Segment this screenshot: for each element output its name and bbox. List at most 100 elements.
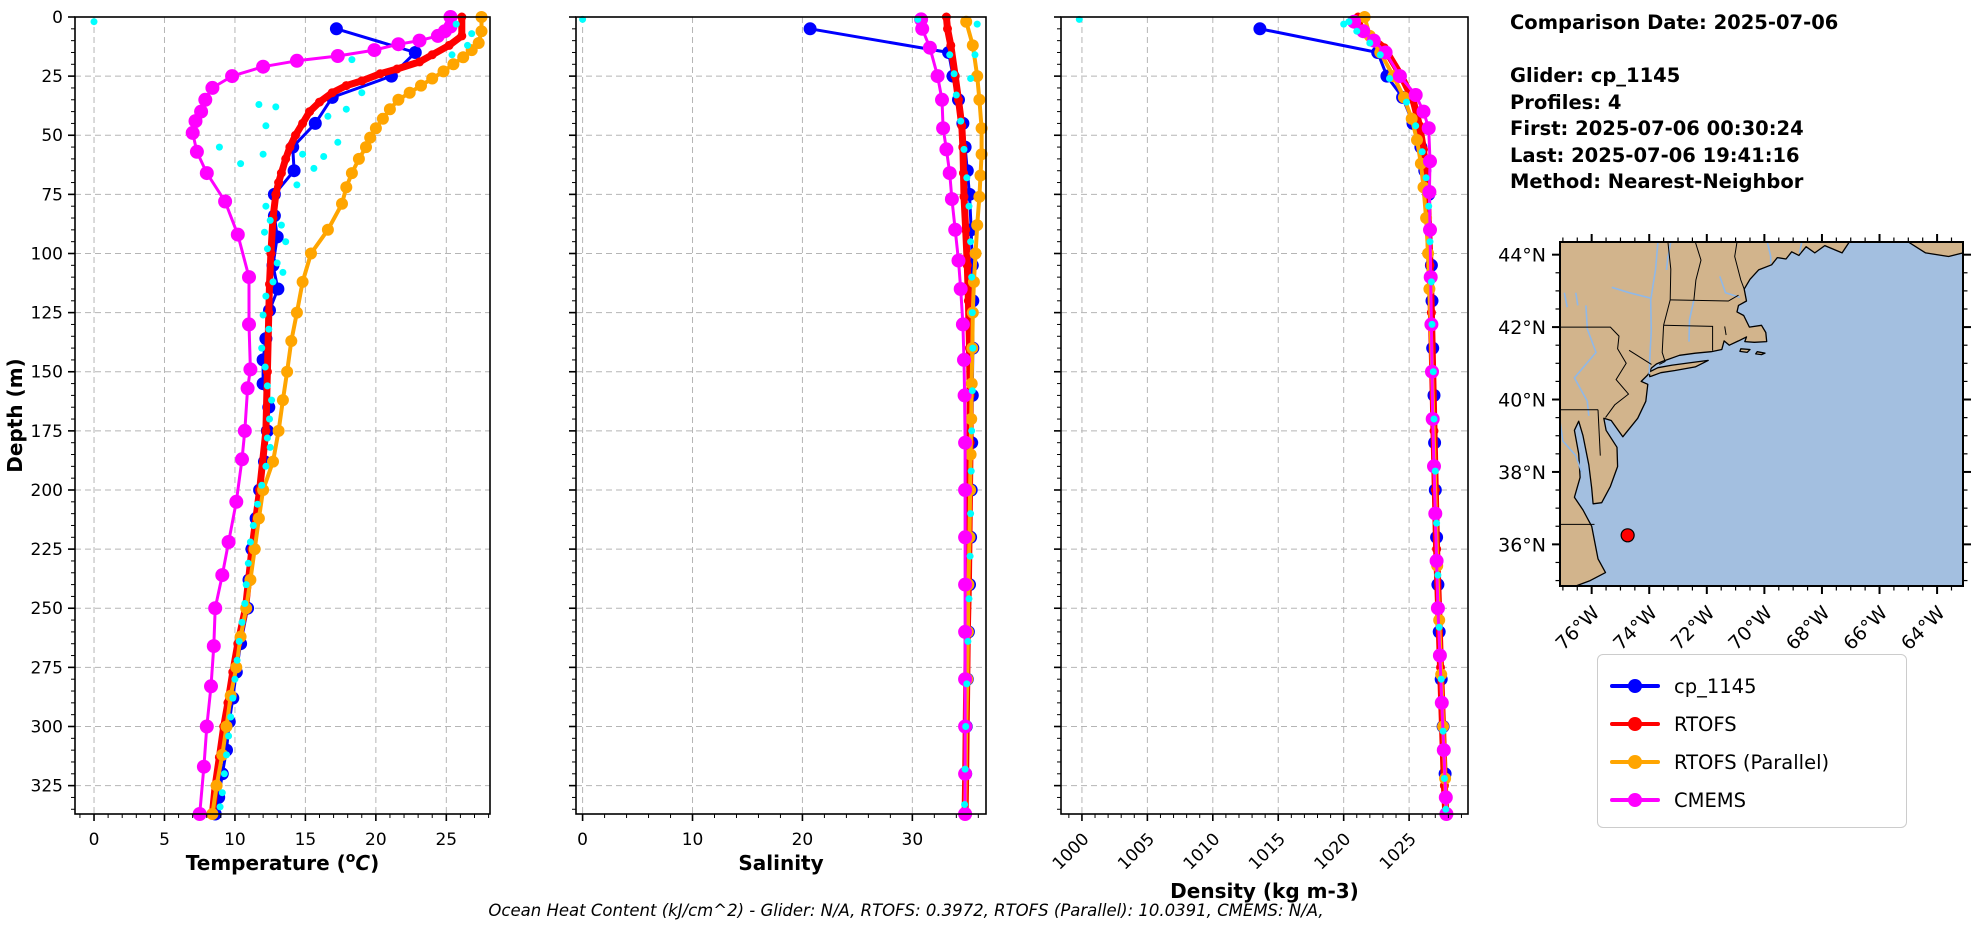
state-border (1560, 326, 1630, 418)
gridlines (1061, 17, 1468, 814)
lon-tick-label: 76°W (1552, 602, 1605, 655)
river (1560, 421, 1583, 473)
glider-location-marker (1620, 528, 1635, 543)
gridlines (75, 17, 490, 814)
land-polygon (1907, 242, 1963, 258)
depth-tick-label: 75 (41, 185, 63, 205)
temperature-profile-panel: 0 5 10 15 20 25025507510012515017520022525027… (3, 8, 491, 875)
river (1766, 242, 1772, 264)
river (1648, 242, 1659, 375)
legend-item-rtofs-parallel: RTOFS (Parallel) (1610, 743, 1890, 781)
depth-tick-label: 25 (41, 67, 63, 87)
river (1575, 292, 1579, 306)
state-border (1693, 242, 1702, 300)
legend-label: RTOFS (1674, 712, 1737, 736)
x-tick-label: 1020 (1310, 829, 1355, 874)
river (1573, 305, 1597, 416)
land-polygon (1648, 359, 1709, 378)
depth-tick-label: 150 (31, 363, 63, 383)
state-border (1734, 242, 1745, 290)
x-tick-label: 10 (224, 830, 246, 850)
x-tick-label: 30 (902, 830, 924, 850)
lat-tick-label: 44°N (1498, 245, 1546, 267)
axes-spines (1060, 16, 1469, 815)
depth-tick-label: 50 (41, 126, 63, 146)
map-geography (1560, 242, 1963, 586)
x-tick-label: 25 (435, 830, 457, 850)
x-tick-label: 15 (295, 830, 317, 850)
state-border (1670, 294, 1739, 302)
river (1719, 276, 1741, 299)
depth-tick-label: 100 (31, 244, 63, 264)
lon-tick-label: 70°W (1724, 602, 1777, 655)
legend-item-cmems: CMEMS (1610, 781, 1890, 819)
state-border (1724, 326, 1727, 336)
legend-item-cp-1145: cp_1145 (1610, 667, 1890, 705)
depth-tick-label: 200 (31, 481, 63, 501)
depth-tick-label: 300 (31, 717, 63, 737)
x-axis-label: Temperature (oC) (186, 850, 379, 875)
x-tick-label: 0 (577, 830, 588, 850)
lon-tick-label: 66°W (1839, 602, 1892, 655)
state-border (1659, 325, 1666, 365)
ohc-caption: Ocean Heat Content (kJ/cm^2) - Glider: N… (488, 901, 1324, 920)
x-tick-label: 1010 (1180, 829, 1225, 874)
x-tick-label: 1015 (1245, 829, 1290, 874)
legend-swatch-rtofs-parallel (1610, 752, 1660, 772)
x-tick-label: 1000 (1049, 829, 1094, 874)
depth-tick-label: 125 (31, 304, 63, 324)
river (1688, 299, 1695, 342)
depth-tick-label: 275 (31, 658, 63, 678)
x-tick-label: 20 (365, 830, 387, 850)
legend-label: cp_1145 (1674, 674, 1757, 698)
land-polygon (1755, 351, 1766, 356)
x-axis-label: Salinity (738, 851, 823, 875)
river (1665, 242, 1672, 270)
lat-tick-label: 42°N (1498, 317, 1546, 339)
land-polygon (1739, 348, 1751, 354)
state-border (1628, 349, 1652, 365)
lon-tick-label: 72°W (1667, 602, 1720, 655)
info-panel: Comparison Date: 2025-07-06 Glider: cp_1… (1510, 10, 1838, 196)
x-tick-label: 5 (159, 830, 170, 850)
x-tick-label: 1005 (1114, 829, 1159, 874)
x-tick-label: 10 (682, 830, 704, 850)
legend-swatch-rtofs (1610, 714, 1660, 734)
river (1798, 242, 1803, 254)
location-map: 44°N 42°N 40°N 38°N 36°N 76°W 74°W 72°W 70°W 68°W… (1498, 234, 1971, 655)
lon-tick-label: 64°W (1897, 602, 1950, 655)
land-polygon (1560, 242, 1850, 586)
method-text: Method: Nearest-Neighbor (1510, 170, 1804, 193)
state-border (1663, 324, 1714, 351)
glider-observation-dots (579, 15, 981, 808)
legend-label: RTOFS (Parallel) (1674, 750, 1830, 774)
axis-ticks (569, 16, 979, 821)
legend-swatch-cmems (1610, 790, 1660, 810)
lon-tick-label: 68°W (1782, 602, 1835, 655)
state-border (1597, 409, 1601, 456)
depth-tick-label: 0 (52, 8, 63, 28)
river (1611, 286, 1651, 299)
lat-tick-label: 36°N (1498, 534, 1546, 556)
river (1563, 292, 1568, 308)
comparison-date-text: Comparison Date: 2025-07-06 (1510, 11, 1839, 34)
state-border (1663, 299, 1671, 326)
legend-item-rtofs: RTOFS (1610, 705, 1890, 743)
x-tick-label: 1025 (1376, 829, 1421, 874)
depth-tick-label: 250 (31, 599, 63, 619)
x-tick-label: 0 (89, 830, 100, 850)
series-cmems (185, 10, 458, 821)
last-profile-time-text: Last: 2025-07-06 19:41:16 (1510, 143, 1800, 167)
x-tick-label: 20 (792, 830, 814, 850)
glider-observation-dots (90, 18, 476, 811)
depth-tick-label: 225 (31, 540, 63, 560)
axis-ticks (1054, 16, 1462, 821)
axes-spines (575, 16, 987, 815)
x-axis-label: Density (kg m-3) (1170, 879, 1359, 903)
info-spacer (1510, 37, 1838, 64)
gridlines (576, 17, 986, 814)
lat-tick-label: 40°N (1498, 390, 1546, 412)
legend-label: CMEMS (1674, 788, 1746, 812)
